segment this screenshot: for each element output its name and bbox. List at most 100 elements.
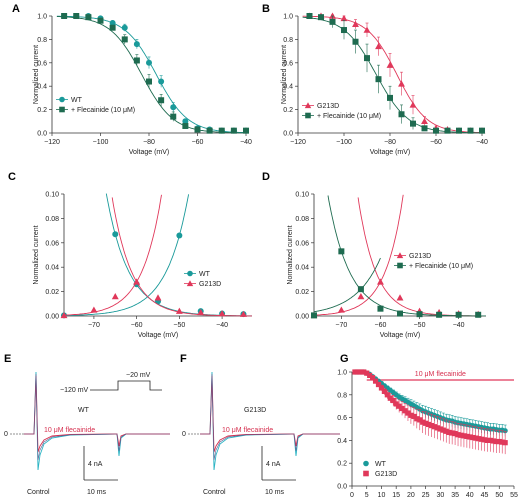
trace-intermediate-e [24,373,170,461]
data-point-g-series-1 [399,405,405,412]
data-point-g-series-1 [384,392,390,398]
y-tick-label-c: 0.00 [45,314,59,321]
data-point-b-series-1 [341,27,347,34]
panel-letter-b: B [262,3,270,15]
data-point-c-series-0 [112,231,119,238]
x-tick-label-g: 55 [510,492,518,499]
genotype-label-f: G213D [244,407,266,414]
y-tick-label-b: 1.0 [283,14,293,21]
y-axis-label-c: Normalized current [33,225,40,284]
chart-panel-b: 0.0 0.2 0.4 0.6 0.8 1.0 −120 −100 −80 −60 −40 Volta… [281,12,488,156]
data-point-d-series-1 [338,248,345,255]
data-point-d-series-1 [357,286,364,293]
legend-label-d-series-1: + Flecainide (10 μM) [409,263,473,270]
data-point-a-series-1 [230,127,237,134]
data-point-a-series-0 [121,24,128,31]
data-point-g-series-1 [414,416,420,422]
data-point-b-series-1 [479,127,485,134]
y-tick-label-g: 0.2 [337,461,347,468]
y-tick-label-d: 0.06 [295,240,309,247]
data-point-g-series-1 [355,369,361,375]
data-point-b-series-1 [467,127,474,134]
data-point-b-series-1 [329,18,336,25]
data-point-b-series-1 [421,125,428,132]
legend-label-a-series-0: WT [71,97,83,104]
y-tick-label-a: 0.8 [37,37,47,44]
y-tick-label-c: 0.06 [45,240,59,247]
y-tick-label-b: 0.4 [283,84,293,91]
data-point-g-series-1 [455,432,461,438]
x-axis-label-c: Voltage (mV) [138,332,178,339]
x-tick-label-c: −40 [216,322,228,329]
data-point-g-series-1 [467,434,473,440]
x-tick-label-c: −50 [173,322,185,329]
data-point-b-series-0 [352,20,359,27]
data-point-g-series-1 [408,412,414,418]
data-point-g-series-1 [440,427,446,433]
data-point-b-series-1 [398,111,405,118]
x-tick-label-b: −80 [384,139,396,146]
panel-letter-e: E [4,353,11,365]
scale-current-f: 4 nA [266,461,281,468]
fit-curve-a-series-1 [56,16,246,134]
data-point-g-series-0 [502,428,508,434]
scale-current-e: 4 nA [88,461,103,468]
legend-label-d-series-0: G213D [409,253,431,260]
data-point-g-series-1 [493,438,499,445]
data-point-g-series-1 [381,388,387,394]
data-point-g-series-1 [417,417,423,423]
data-point-b-series-1 [352,38,359,45]
data-point-b-series-0 [375,42,382,50]
legend-marker-g-series-1 [363,470,369,477]
zero-label-e: 0 [4,431,8,438]
data-point-a-series-1 [194,126,201,133]
y-tick-label-c: 0.10 [45,192,59,199]
x-tick-label-g: 25 [422,492,430,499]
y-tick-label-d: 0.04 [295,265,309,272]
data-point-d-series-1 [475,311,482,318]
data-point-b-series-1 [444,127,451,134]
drug-application-label: 10 μM flecainide [415,371,466,378]
y-tick-label-d: 0.00 [295,314,309,321]
data-point-a-series-1 [170,113,177,120]
x-tick-label-d: −60 [375,322,387,329]
data-point-a-series-0 [158,78,165,85]
data-point-b-series-0 [398,80,405,87]
data-point-g-series-1 [499,439,505,445]
legend-label-g-series-0: WT [375,461,387,468]
drug-label-e: 10 μM flecainide [44,427,95,434]
data-point-a-series-1 [206,127,213,134]
x-axis-label-a: Voltage (mV) [129,149,169,156]
protocol-hold-label: −120 mV [60,387,89,394]
trace-control-f [200,371,340,471]
x-tick-label-g: 20 [407,492,415,499]
data-point-g-series-1 [361,369,367,375]
scale-time-e: 10 ms [87,489,107,496]
data-point-g-series-1 [402,408,408,414]
data-point-c-series-1 [111,293,119,300]
x-axis-label-d: Voltage (mV) [380,332,420,339]
y-tick-label-g: 0.8 [337,392,347,399]
data-point-a-series-1 [218,127,225,134]
data-point-d-series-1 [311,312,317,319]
data-point-d-series-1 [377,305,384,312]
chart-panel-g: 0.0 0.2 0.4 0.6 0.8 1.0 0 5 10 15 20 25 30 35 40 45 50 55… [337,369,518,499]
data-point-c-series-1 [154,294,162,301]
panel-letter-d: D [262,171,270,183]
data-point-b-series-0 [409,101,417,108]
chart-panel-a: 0.0 0.2 0.4 0.6 0.8 1.0 −120 −100 −80 −60 −40 Volta… [33,13,252,156]
data-point-a-series-1 [121,36,128,43]
data-point-a-series-0 [146,59,152,66]
data-point-g-series-1 [452,430,458,437]
trace-panel-f: G213D 10 μM flecainide 0 Control 4 nA 10… [182,371,340,496]
data-point-g-series-1 [370,375,376,381]
data-point-g-series-1 [461,433,467,439]
x-axis-label-b: Voltage (mV) [370,149,410,156]
data-point-a-series-1 [133,57,140,64]
y-tick-label-a: 0.4 [37,84,47,91]
data-point-c-series-1 [175,307,183,314]
data-point-a-series-1 [146,78,152,85]
x-tick-label-c: −60 [131,322,143,329]
y-tick-label-d: 0.02 [295,289,309,296]
y-tick-label-d: 0.10 [295,192,309,199]
